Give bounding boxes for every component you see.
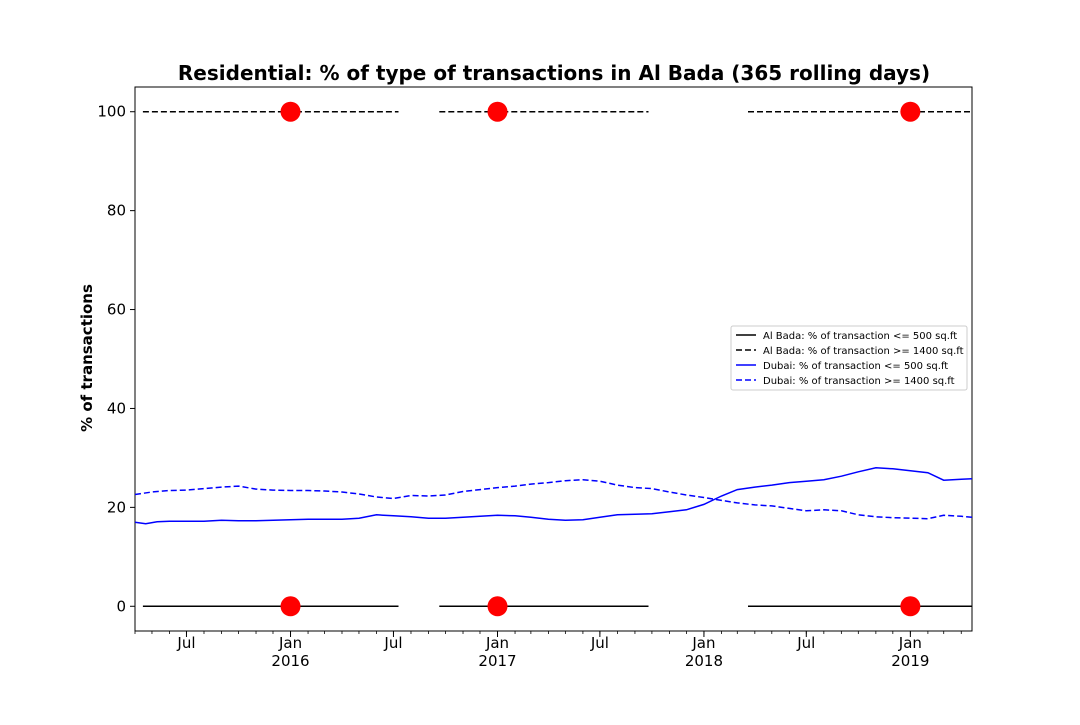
legend: Al Bada: % of transaction <= 500 sq.ft A… xyxy=(730,325,968,391)
y-tick-label: 20 xyxy=(107,498,126,516)
x-tick-label: Jan xyxy=(898,634,922,652)
x-tick-label: Jan xyxy=(278,634,302,652)
event-marker xyxy=(487,596,508,617)
y-axis: 0 20 40 60 80 100 xyxy=(97,103,135,615)
series-dubai-small-line xyxy=(134,467,973,525)
y-tick-label: 60 xyxy=(107,301,126,319)
x-tick-label: Jul xyxy=(383,634,402,652)
event-marker xyxy=(900,101,921,122)
legend-label-albada-small: Al Bada: % of transaction <= 500 sq.ft xyxy=(763,331,957,342)
x-tick-year-label: 2017 xyxy=(478,652,516,670)
event-marker xyxy=(280,101,301,122)
x-tick-label: Jul xyxy=(176,634,195,652)
x-tick-label: Jul xyxy=(796,634,815,652)
event-marker xyxy=(900,596,921,617)
x-tick-year-label: 2019 xyxy=(891,652,929,670)
series-layer xyxy=(134,110,973,608)
y-tick-label: 80 xyxy=(107,202,126,220)
legend-label-dubai-small: Dubai: % of transaction <= 500 sq.ft xyxy=(763,361,948,372)
x-tick-year-label: 2018 xyxy=(685,652,723,670)
plot-area xyxy=(134,86,973,632)
x-tick-label: Jan xyxy=(485,634,509,652)
x-tick-label: Jul xyxy=(590,634,609,652)
plot-frame xyxy=(134,86,973,632)
event-marker xyxy=(487,101,508,122)
y-tick-label: 100 xyxy=(97,103,126,121)
x-tick-label: Jan xyxy=(691,634,715,652)
x-tick-year-label: 2016 xyxy=(271,652,309,670)
marker-layer xyxy=(280,101,921,617)
legend-label-dubai-large: Dubai: % of transaction >= 1400 sq.ft xyxy=(763,376,955,387)
legend-box xyxy=(730,325,968,391)
chart-title: Residential: % of type of transactions i… xyxy=(178,61,930,85)
legend-label-albada-large: Al Bada: % of transaction >= 1400 sq.ft xyxy=(763,346,964,357)
y-tick-label: 40 xyxy=(107,399,126,417)
y-axis-label: % of transactions xyxy=(78,284,96,432)
y-tick-label: 0 xyxy=(116,597,126,615)
event-marker xyxy=(280,596,301,617)
series-dubai-large-line xyxy=(134,478,973,520)
